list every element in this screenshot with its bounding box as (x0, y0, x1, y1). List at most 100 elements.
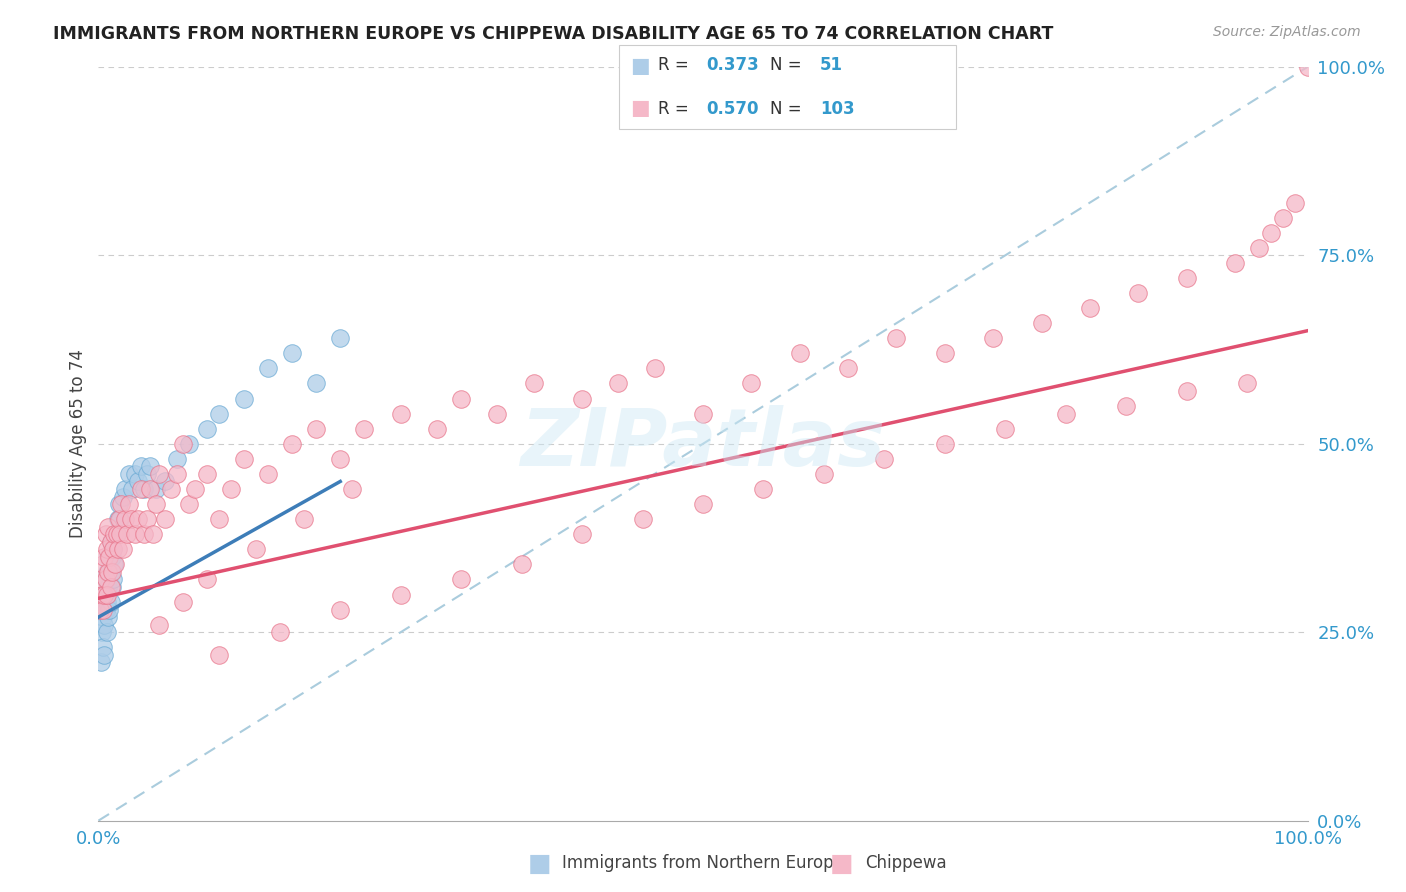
Point (98, 565, 121, 579)
Point (426, 422, 449, 436)
Text: 103: 103 (820, 100, 855, 118)
Point (108, 512, 131, 526)
Point (1260, 226, 1282, 240)
Point (305, 422, 328, 436)
Text: IMMIGRANTS FROM NORTHERN EUROPE VS CHIPPEWA DISABILITY AGE 65 TO 74 CORRELATION : IMMIGRANTS FROM NORTHERN EUROPE VS CHIPP… (53, 25, 1054, 43)
Point (96, 625, 118, 640)
Point (740, 376, 762, 391)
Point (114, 512, 136, 526)
Point (281, 346, 304, 360)
Point (135, 467, 157, 481)
Point (1249, 241, 1271, 255)
Point (139, 459, 162, 474)
Point (121, 482, 143, 496)
Point (450, 392, 472, 406)
Point (172, 595, 194, 609)
Point (195, 467, 218, 481)
Point (389, 407, 412, 421)
Point (107, 512, 129, 526)
Text: ■: ■ (527, 852, 551, 875)
Text: R =: R = (658, 56, 695, 74)
Point (245, 542, 267, 557)
Point (97, 565, 120, 579)
Point (208, 512, 231, 526)
Text: 0.373: 0.373 (706, 56, 759, 74)
Text: ■: ■ (830, 852, 853, 875)
Point (232, 451, 254, 466)
Point (256, 467, 278, 481)
Point (108, 527, 131, 541)
Point (101, 542, 124, 557)
Point (105, 527, 128, 541)
Point (124, 467, 146, 481)
Point (148, 617, 170, 632)
Point (886, 331, 908, 345)
Point (450, 573, 472, 587)
Point (1054, 407, 1077, 421)
Point (1175, 384, 1198, 398)
Point (813, 467, 835, 481)
Point (607, 376, 630, 391)
Point (153, 475, 176, 489)
Point (994, 422, 1017, 436)
Point (108, 512, 131, 526)
Point (305, 376, 328, 391)
Text: ■: ■ (630, 56, 650, 76)
Point (111, 490, 134, 504)
Point (100, 580, 122, 594)
Point (221, 482, 243, 496)
Point (142, 527, 165, 541)
Text: ■: ■ (630, 98, 650, 118)
Point (96, 588, 118, 602)
Point (631, 512, 654, 526)
Text: 51: 51 (820, 56, 842, 74)
Point (342, 482, 364, 496)
Point (486, 407, 509, 421)
Point (179, 437, 201, 451)
Point (1078, 301, 1101, 315)
Point (1115, 399, 1137, 413)
Point (692, 497, 714, 511)
Point (1236, 376, 1258, 391)
Point (97, 610, 120, 624)
Point (145, 482, 167, 496)
Point (91, 610, 114, 624)
Point (101, 573, 124, 587)
Point (148, 467, 170, 481)
Point (166, 451, 188, 466)
Point (104, 558, 127, 572)
Point (256, 361, 278, 376)
Point (93, 617, 115, 632)
Point (91, 558, 114, 572)
Point (100, 549, 122, 564)
Text: ZIPatlas: ZIPatlas (520, 405, 886, 483)
Point (873, 451, 896, 466)
Point (329, 602, 352, 616)
Point (1272, 211, 1295, 225)
Point (94, 527, 117, 541)
Text: Source: ZipAtlas.com: Source: ZipAtlas.com (1213, 25, 1361, 39)
Point (100, 565, 122, 579)
Point (269, 625, 291, 640)
Text: R =: R = (658, 100, 695, 118)
Point (208, 648, 231, 662)
Point (98, 549, 121, 564)
Point (105, 527, 128, 541)
Point (118, 467, 141, 481)
Point (389, 588, 412, 602)
Point (195, 422, 218, 436)
Point (96, 595, 118, 609)
Point (127, 512, 149, 526)
Point (353, 422, 375, 436)
Point (1284, 195, 1306, 210)
Point (91, 588, 114, 602)
Point (139, 482, 162, 496)
Point (93, 588, 115, 602)
Point (195, 573, 218, 587)
Point (108, 497, 131, 511)
Point (129, 482, 152, 496)
Point (837, 361, 859, 376)
Point (120, 512, 142, 526)
Point (101, 542, 124, 557)
Point (117, 527, 139, 541)
